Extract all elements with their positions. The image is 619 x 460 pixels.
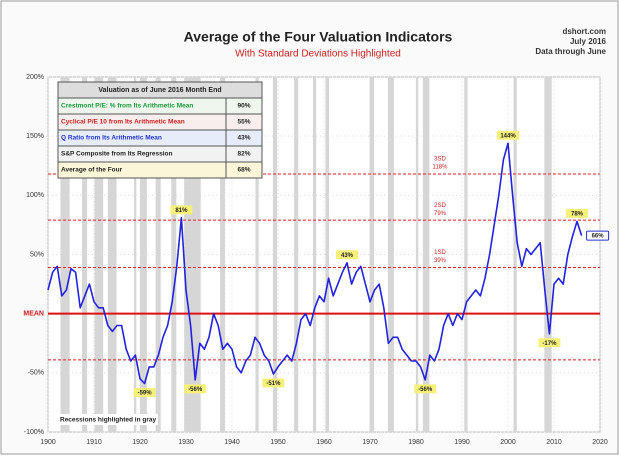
- recession-band: [255, 77, 259, 432]
- y-tick-label: -100%: [24, 429, 44, 436]
- table-cell: Crestmont P/E: % from Its Arithmetic Mea…: [61, 103, 193, 110]
- recession-band: [325, 77, 330, 432]
- table-cell: 43%: [237, 135, 250, 142]
- x-tick-label: 1920: [132, 439, 148, 446]
- chart-title: Average of the Four Valuation Indicators: [184, 29, 453, 45]
- x-tick-label: 1980: [408, 439, 424, 446]
- recession-band: [387, 77, 394, 432]
- table-cell: 90%: [237, 103, 250, 110]
- x-tick-label: 1970: [362, 439, 378, 446]
- recession-band: [464, 77, 468, 432]
- annotation-label: -17%: [542, 341, 557, 347]
- recession-band: [155, 77, 161, 432]
- annotation-label: 78%: [571, 211, 584, 217]
- sd-label: 1SD: [434, 250, 446, 256]
- y-tick-label: 100%: [26, 192, 44, 199]
- recession-band: [416, 77, 419, 432]
- x-tick-label: 1950: [270, 439, 286, 446]
- table-cell: 55%: [237, 119, 250, 126]
- recession-note: Recessions highlighted in gray: [60, 417, 156, 424]
- x-tick-label: 1960: [316, 439, 332, 446]
- y-tick-label: 200%: [26, 74, 44, 81]
- note-box: [56, 414, 158, 425]
- recession-band: [171, 77, 177, 432]
- table-cell: S&P Composite from Its Regression: [61, 151, 173, 158]
- table-cell: Q Ratio from Its Arithmetic Mean: [61, 135, 162, 142]
- y-tick-label: 50%: [30, 251, 44, 258]
- annotation-box: [586, 230, 610, 241]
- sd-value-label: 79%: [434, 211, 447, 217]
- recession-band: [134, 77, 137, 432]
- x-tick-label: 1910: [86, 439, 102, 446]
- table-cell: Average of the Four: [61, 167, 123, 174]
- annotation-box: [414, 384, 437, 394]
- recession-band: [369, 77, 375, 432]
- annotation-box: [336, 250, 358, 260]
- source-line: July 2016: [570, 37, 607, 46]
- y-tick-label: -50%: [28, 370, 44, 377]
- recession-band: [513, 77, 517, 432]
- table-cell: 82%: [237, 151, 250, 158]
- x-tick-label: 1900: [40, 439, 56, 446]
- annotation-box: [538, 338, 561, 348]
- x-tick-label: 1990: [454, 439, 470, 446]
- table-title: Valuation as of June 2016 Month End: [98, 87, 221, 94]
- annotation-label: 66%: [592, 234, 605, 240]
- x-tick-label: 1940: [224, 439, 240, 446]
- annotation-label: 43%: [341, 253, 354, 259]
- y-tick-label: 150%: [26, 133, 44, 140]
- annotation-label: -51%: [266, 381, 281, 387]
- x-tick-label: 2010: [546, 439, 562, 446]
- x-tick-label: 2000: [500, 439, 516, 446]
- table-cell: Cyclical P/E 10 from Its Arithmetic Mean: [61, 119, 185, 126]
- recession-band: [60, 77, 70, 432]
- sd-value-label: 39%: [434, 258, 447, 264]
- recession-band: [272, 77, 278, 432]
- recession-band: [312, 77, 317, 432]
- annotation-box: [170, 205, 193, 215]
- annotation-box: [566, 208, 588, 218]
- y-tick-label: MEAN: [23, 311, 44, 318]
- sd-label: 3SD: [434, 157, 446, 163]
- annotation-label: 144%: [500, 133, 516, 139]
- sd-value-label: 118%: [433, 165, 449, 171]
- chart-subtitle: With Standard Deviations Highlighted: [235, 49, 401, 60]
- recession-band: [220, 77, 226, 432]
- annotation-label: -56%: [418, 387, 433, 393]
- annotation-box: [184, 384, 207, 394]
- sd-label: 2SD: [434, 203, 446, 209]
- annotation-label: -59%: [138, 391, 153, 397]
- annotation-box: [133, 387, 156, 397]
- x-tick-label: 1930: [178, 439, 194, 446]
- series-line: [47, 142, 583, 385]
- annotation-label: -56%: [188, 387, 203, 393]
- annotation-box: [497, 130, 519, 140]
- recession-band: [422, 77, 430, 432]
- recession-band: [140, 77, 147, 432]
- source-line: Data through June: [535, 47, 606, 56]
- annotation-box: [262, 378, 285, 388]
- table-cell: 68%: [237, 167, 250, 174]
- table-row: [57, 161, 263, 179]
- x-tick-label: 2020: [592, 439, 608, 446]
- recession-band: [94, 77, 104, 432]
- source-line: dshort.com: [562, 27, 606, 36]
- annotation-label: 81%: [175, 208, 188, 214]
